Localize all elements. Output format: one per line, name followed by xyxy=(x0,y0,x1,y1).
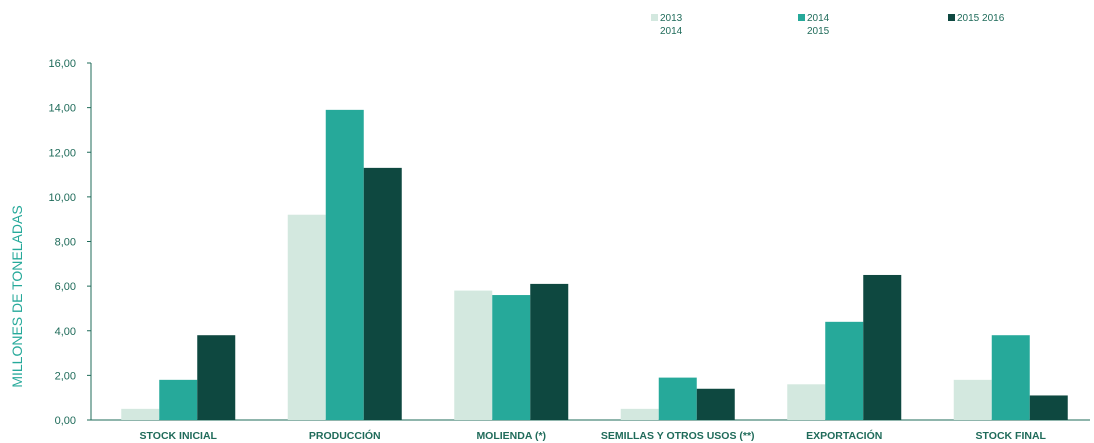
x-category-label: EXPORTACIÓN xyxy=(806,429,882,442)
bar-2-6 xyxy=(991,335,1030,420)
bar-1-4 xyxy=(620,408,659,420)
bar-1-6 xyxy=(953,379,992,420)
bar-3-2 xyxy=(363,167,402,420)
y-tick-label: 14,00 xyxy=(48,103,76,115)
bar-2-2 xyxy=(325,109,364,420)
bar-3-1 xyxy=(197,335,236,420)
y-tick-label: 6,00 xyxy=(55,281,76,293)
y-tick-label: 12,00 xyxy=(48,147,76,159)
x-category-label: MOLIENDA (*) xyxy=(476,430,546,442)
y-tick-label: 2,00 xyxy=(55,370,76,382)
x-category-label: STOCK FINAL xyxy=(976,430,1047,442)
y-tick-label: 16,00 xyxy=(48,58,76,70)
bar-1-3 xyxy=(454,290,493,420)
legend-swatch-2 xyxy=(798,14,805,21)
y-tick-label: 4,00 xyxy=(55,326,76,338)
bar-3-4 xyxy=(696,388,735,420)
x-category-label: PRODUCCIÓN xyxy=(309,429,381,442)
bar-2-4 xyxy=(658,377,697,420)
bar-3-3 xyxy=(530,283,569,420)
x-category-label: SEMILLAS Y OTROS USOS (**) xyxy=(601,430,755,442)
bar-2-1 xyxy=(159,379,198,420)
y-axis-title: MILLONES DE TONELADAS xyxy=(9,205,25,387)
legend-label: 2014 xyxy=(807,13,830,24)
legend-swatch-1 xyxy=(651,14,658,21)
bar-2-5 xyxy=(825,321,864,420)
y-tick-label: 8,00 xyxy=(55,237,76,249)
bar-1-5 xyxy=(787,384,826,420)
y-tick-label: 0,00 xyxy=(55,415,76,427)
x-category-label: STOCK INICIAL xyxy=(140,430,218,442)
legend-label: 2013 xyxy=(660,13,683,24)
bar-3-5 xyxy=(863,274,902,420)
bar-2-3 xyxy=(492,295,531,420)
legend-label: 2015 2016 xyxy=(957,13,1005,24)
legend-label: 2014 xyxy=(660,26,683,37)
legend-label: 2015 xyxy=(807,26,830,37)
bar-1-1 xyxy=(121,408,160,420)
bar-3-6 xyxy=(1029,395,1068,420)
legend-swatch-3 xyxy=(948,14,955,21)
bar-1-2 xyxy=(287,214,326,420)
y-tick-label: 10,00 xyxy=(48,192,76,204)
